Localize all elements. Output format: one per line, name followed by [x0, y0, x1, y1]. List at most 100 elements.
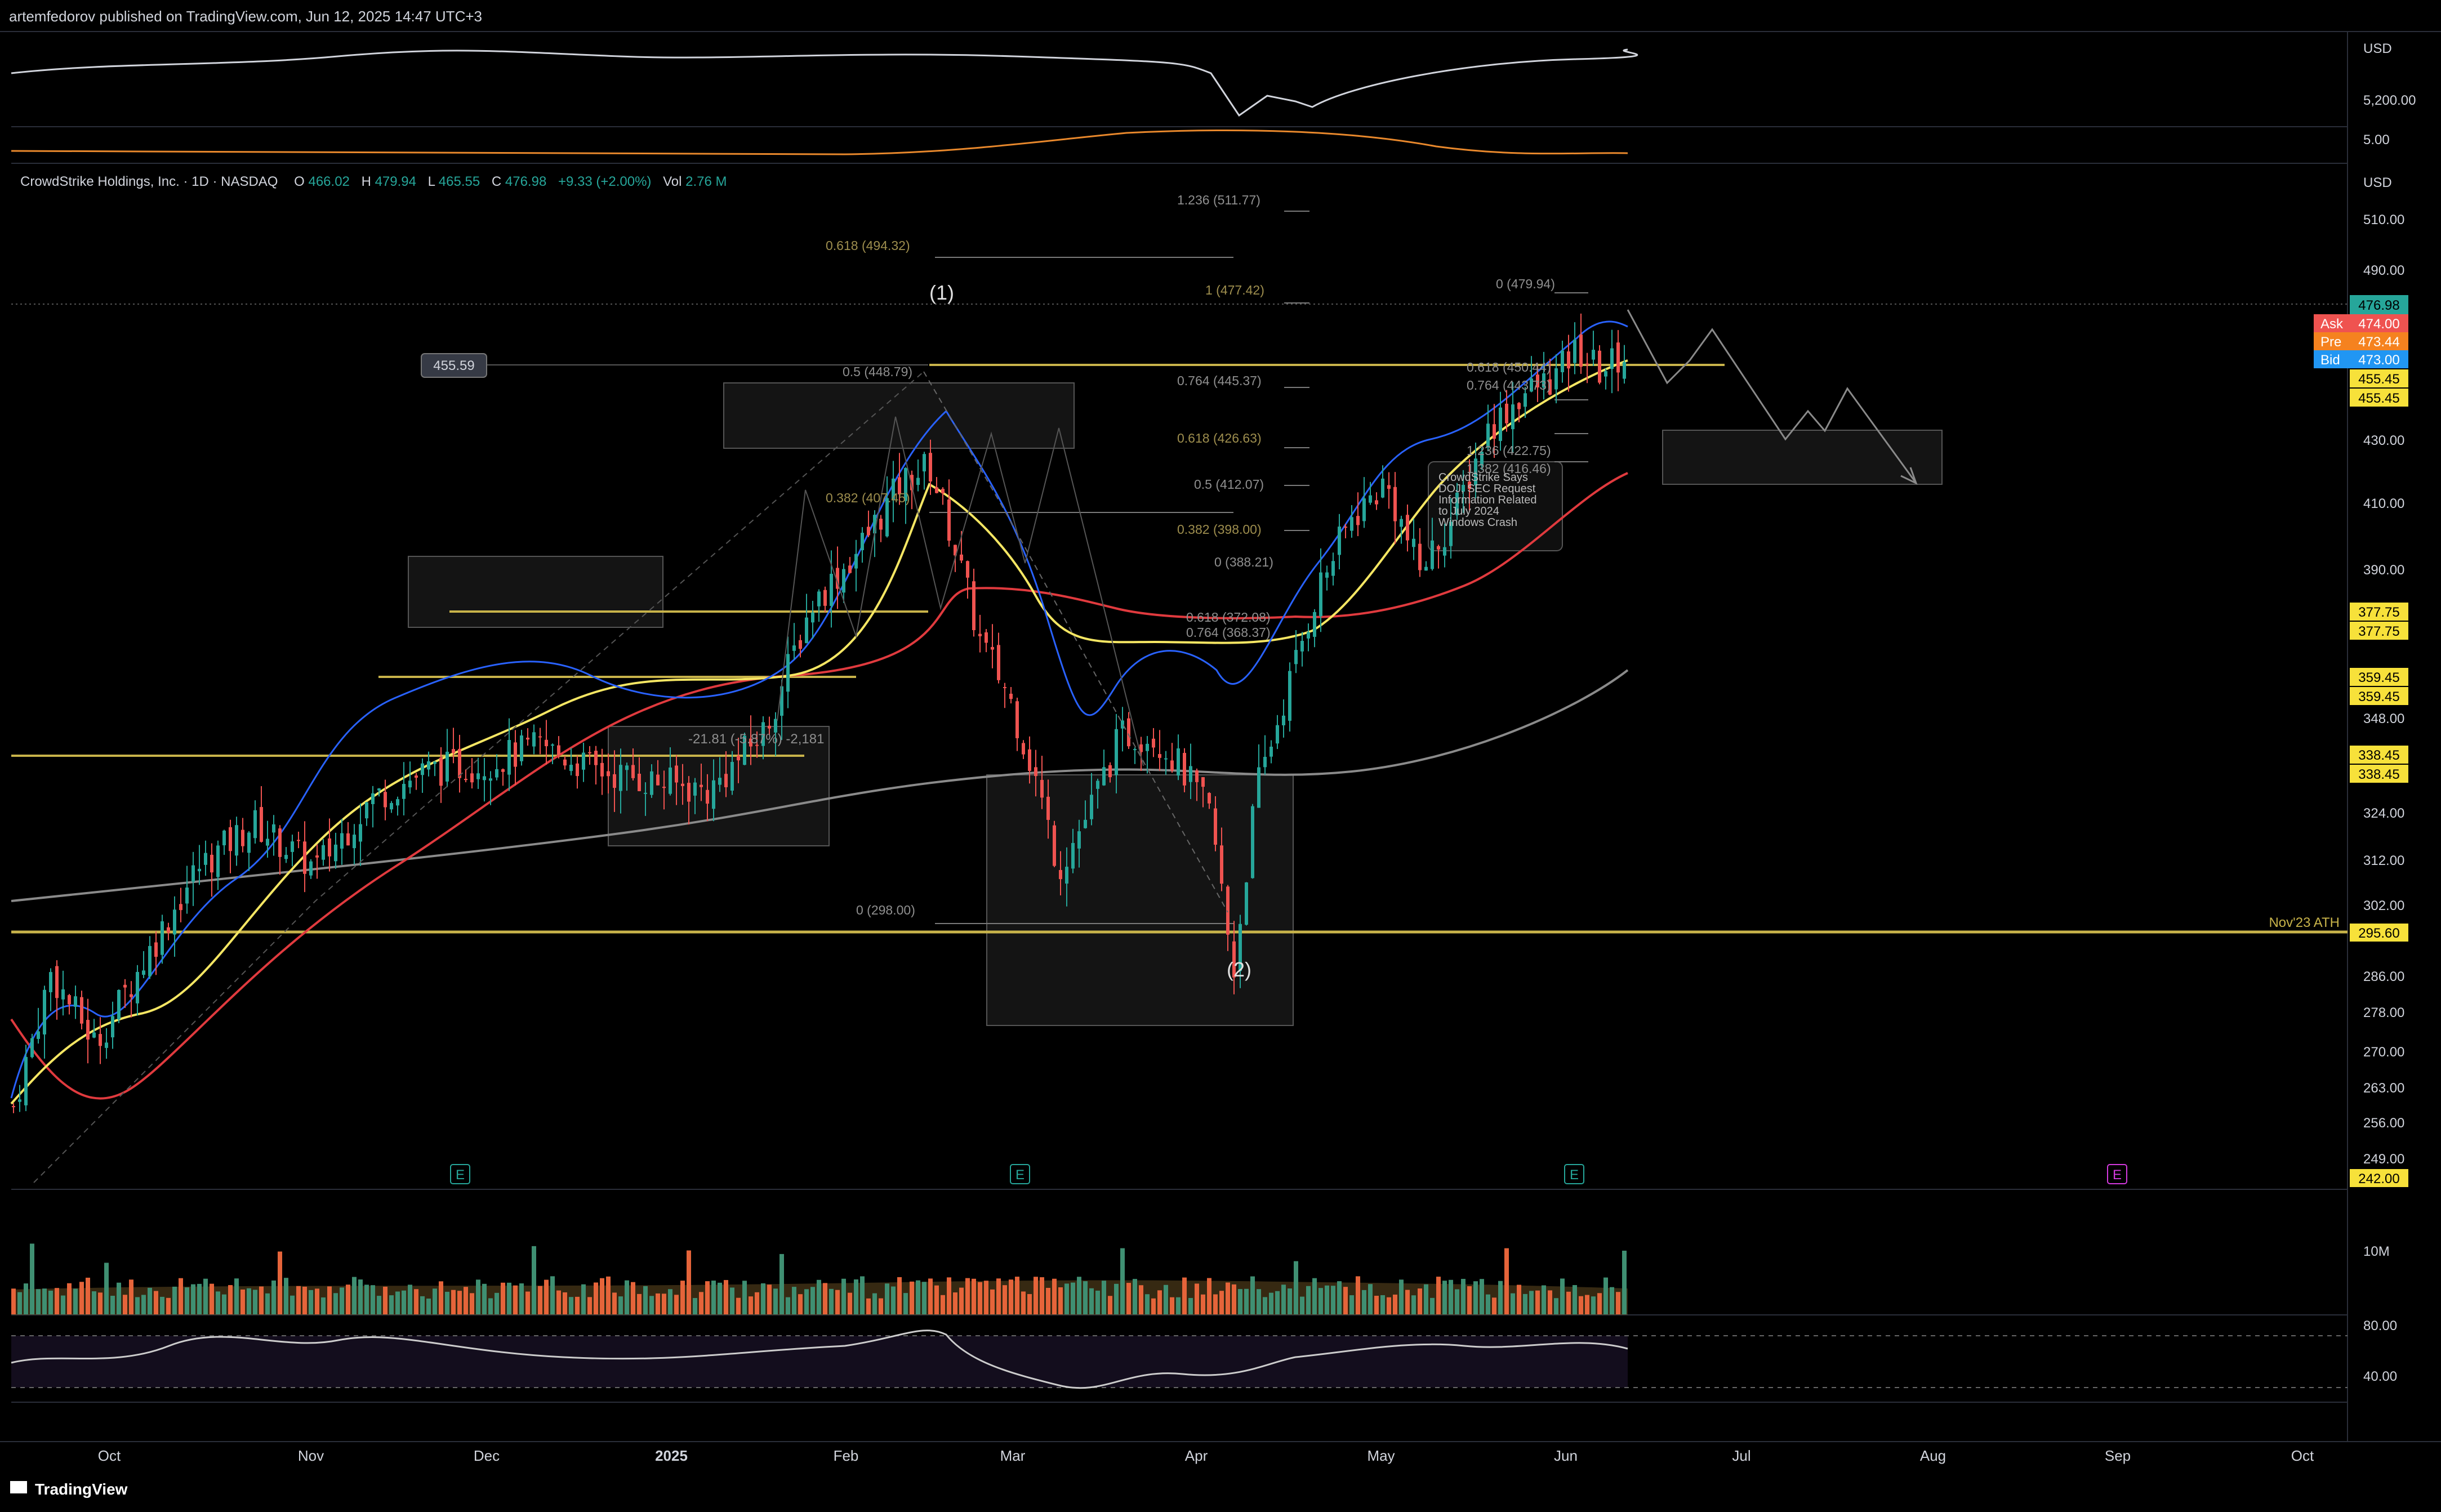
candle-body	[1474, 458, 1477, 486]
zone-box[interactable]	[986, 774, 1294, 1026]
volume-bar	[185, 1287, 189, 1314]
close-value: 476.98	[505, 174, 546, 189]
volume-bar	[705, 1281, 710, 1314]
volume-bar	[1052, 1278, 1057, 1314]
volume-bar	[414, 1289, 418, 1314]
candle-body	[774, 719, 777, 733]
candle-body	[185, 887, 189, 904]
candle-body	[935, 487, 938, 493]
axis-price-labels: 476.98 Ask 474.00 Pre 473.44 Bid 473.00 …	[2314, 295, 2408, 1187]
candle-body	[309, 861, 313, 876]
candle-body	[514, 742, 517, 767]
volume-bar	[1294, 1261, 1298, 1314]
volume-bar	[525, 1291, 530, 1314]
candle-body	[1418, 543, 1422, 570]
volume-bar	[1238, 1289, 1242, 1314]
volume-bar	[160, 1296, 164, 1314]
candle-body	[768, 725, 771, 729]
level-badge-text: 359.45	[2358, 689, 2399, 704]
candle-body	[1455, 492, 1459, 515]
candle-body	[904, 468, 907, 501]
low-label: L	[428, 174, 435, 189]
volume-bar	[804, 1289, 809, 1314]
volume-bar	[519, 1283, 524, 1314]
volume-bar	[315, 1288, 319, 1314]
candle-body	[427, 761, 430, 770]
y-tick: 278.00	[2363, 1005, 2404, 1020]
candle-body	[458, 748, 461, 778]
candle-body	[1040, 779, 1044, 798]
news-note-box[interactable]	[1428, 461, 1563, 551]
candle-body	[24, 1056, 28, 1105]
volume-tick: 10M	[2363, 1244, 2390, 1259]
zone-box[interactable]	[723, 382, 1075, 449]
earnings-icon[interactable]	[2107, 1164, 2127, 1184]
volume-bar	[1089, 1288, 1094, 1314]
y-tick: 249.00	[2363, 1152, 2404, 1167]
earnings-icon[interactable]	[450, 1164, 470, 1184]
earnings-icon[interactable]	[1564, 1164, 1584, 1184]
price-tag-box[interactable]	[421, 353, 487, 378]
candle-body	[210, 854, 213, 873]
volume-bar	[1275, 1291, 1280, 1314]
volume-bar	[934, 1285, 939, 1314]
zone-box[interactable]	[408, 556, 663, 628]
volume-bar	[711, 1281, 716, 1314]
volume-bar	[903, 1293, 908, 1314]
earnings-letter: E	[1015, 1167, 1024, 1183]
candle-body	[489, 778, 492, 781]
fib-label: 0 (388.21)	[1214, 555, 1273, 569]
x-tick: Feb	[834, 1447, 859, 1464]
earnings-icon[interactable]	[1010, 1164, 1030, 1184]
volume-bar	[1436, 1277, 1441, 1314]
level-badge	[2350, 1169, 2408, 1187]
candle-body	[1096, 780, 1099, 789]
candle-body	[557, 745, 560, 755]
candle-body	[99, 1034, 102, 1046]
volume-bar	[1418, 1288, 1422, 1314]
volume-bar	[612, 1292, 617, 1314]
candle-body	[545, 739, 548, 747]
candle-body	[613, 774, 616, 788]
candle-body	[1084, 819, 1087, 828]
candle-body	[1183, 753, 1186, 786]
candle-body	[408, 780, 412, 788]
volume-bar	[86, 1277, 90, 1314]
candle-body	[1226, 886, 1230, 935]
y-tick: 263.00	[2363, 1081, 2404, 1096]
volume-bar	[668, 1289, 672, 1314]
volume-bar	[680, 1281, 685, 1314]
candle-body	[55, 966, 59, 998]
candle-body	[142, 970, 145, 975]
candle-body	[1071, 842, 1075, 869]
volume-bar	[1003, 1285, 1007, 1314]
brand[interactable]: TradingView	[10, 1480, 128, 1498]
candle-body	[551, 744, 554, 746]
candle-body	[179, 904, 182, 911]
candle-body	[167, 927, 170, 933]
candle-body	[1214, 808, 1217, 845]
candle-body	[966, 561, 969, 578]
volume-bar	[1362, 1290, 1366, 1314]
volume-bar	[556, 1290, 561, 1314]
volume-bar	[1387, 1297, 1391, 1314]
volume-bar	[346, 1284, 350, 1314]
volume-bar	[823, 1283, 827, 1314]
candle-body	[1065, 867, 1068, 884]
candle-body	[526, 737, 529, 740]
candle-body	[1288, 671, 1291, 721]
candle-body	[985, 632, 988, 643]
candle-body	[253, 810, 257, 838]
volume-bar	[259, 1286, 264, 1314]
volume-bar	[606, 1276, 611, 1314]
candle-body	[563, 759, 567, 766]
candle-body	[340, 833, 344, 849]
candle-body	[507, 740, 511, 775]
candle-body	[1381, 478, 1384, 498]
volume-bar	[1182, 1277, 1187, 1314]
y-tick: 430.00	[2363, 433, 2404, 448]
volume-bar	[1467, 1286, 1472, 1314]
candle-body	[1232, 941, 1236, 978]
zone-box[interactable]	[1662, 430, 1943, 485]
